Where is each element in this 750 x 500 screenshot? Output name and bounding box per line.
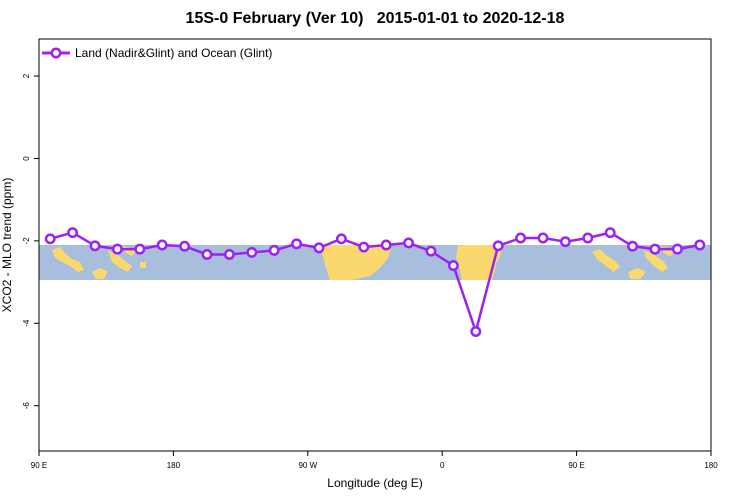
data-point <box>358 241 370 253</box>
data-point <box>67 227 79 239</box>
x-tick-label-5: 180 <box>704 461 718 470</box>
data-point <box>111 243 123 255</box>
y-axis-label: XCO2 - MLO trend (ppm) <box>0 177 14 313</box>
data-point <box>604 227 616 239</box>
land-maritime-continent-right <box>592 249 620 272</box>
data-point <box>447 260 459 272</box>
data-point <box>492 240 504 252</box>
land-islands-left-a <box>92 268 108 279</box>
data-point <box>425 245 437 257</box>
data-point <box>223 249 235 260</box>
data-point <box>515 232 527 244</box>
y-tick-label-1: 0 <box>22 156 31 161</box>
data-point <box>246 246 258 258</box>
land-islands-right-a <box>628 268 646 279</box>
data-point <box>156 239 168 251</box>
series-layer <box>44 227 706 337</box>
data-point <box>335 233 347 245</box>
land-islands-left-d <box>140 262 146 268</box>
data-point <box>537 232 549 244</box>
data-point <box>694 239 706 251</box>
data-point <box>268 244 280 256</box>
land-islands-left-b <box>108 250 132 272</box>
data-point <box>671 243 683 255</box>
data-point <box>380 239 392 251</box>
data-point <box>649 243 661 255</box>
x-tick-label-1: 180 <box>167 461 181 470</box>
x-tick-label-0: 90 E <box>31 461 47 470</box>
land-islands-right-b <box>644 250 668 272</box>
plot-frame <box>38 38 712 452</box>
data-point <box>201 249 213 260</box>
map-strip <box>39 245 711 280</box>
y-tick-label-3: -4 <box>22 319 31 327</box>
data-point <box>44 233 56 245</box>
data-point <box>291 238 303 250</box>
land-maritime-continent-left <box>52 247 84 272</box>
x-tick-label-3: 0 <box>440 461 445 470</box>
y-tick-label-2: -2 <box>22 237 31 245</box>
axes: 90 E 180 90 W 0 90 E 180 2 0 -2 -4 -6 <box>22 73 718 470</box>
data-point <box>313 242 325 254</box>
data-point <box>403 237 415 249</box>
x-axis-label: Longitude (deg E) <box>327 476 423 490</box>
data-point <box>559 236 571 248</box>
land-south-america <box>320 245 392 280</box>
y-tick-label-0: 2 <box>22 73 31 78</box>
data-point <box>179 240 191 252</box>
data-point <box>582 232 594 244</box>
legend-marker <box>50 47 62 59</box>
y-tick-label-4: -6 <box>22 402 31 410</box>
legend: Land (Nadir&Glint) and Ocean (Glint) <box>42 46 272 60</box>
data-point <box>89 240 101 252</box>
data-point <box>470 326 482 337</box>
legend-label: Land (Nadir&Glint) and Ocean (Glint) <box>75 46 272 60</box>
chart-title: 15S-0 February (Ver 10) 2015-01-01 to 20… <box>185 10 565 27</box>
x-tick-label-4: 90 E <box>568 461 584 470</box>
x-tick-label-2: 90 W <box>298 461 317 470</box>
data-point <box>134 243 146 255</box>
data-point <box>627 240 639 252</box>
